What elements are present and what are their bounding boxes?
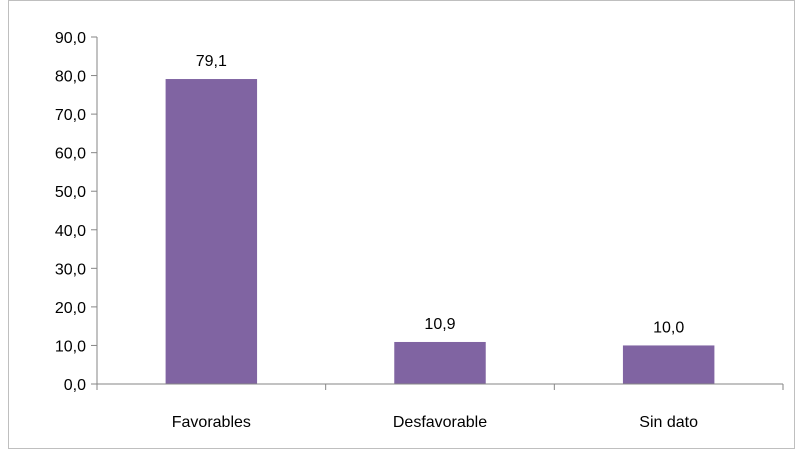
bar-favorables	[165, 79, 258, 384]
category-label: Favorables	[172, 414, 251, 431]
bar-desfavorable	[394, 341, 486, 384]
category-label: Sin dato	[639, 414, 698, 431]
y-tick-label: 0,0	[64, 377, 86, 394]
y-tick-label: 10,0	[55, 338, 86, 355]
category-label: Desfavorable	[393, 414, 487, 431]
y-axis-ticks: 0,0 10,0 20,0 30,0 40,0 50,0 60,0 70,0 80,0 90,0	[55, 30, 97, 394]
y-tick-label: 40,0	[55, 223, 86, 240]
data-label: 10,0	[653, 319, 684, 336]
y-tick-label: 90,0	[55, 30, 86, 47]
y-tick-label: 60,0	[55, 146, 86, 163]
bars: 79,1 10,9 10,0	[165, 53, 715, 384]
y-tick-label: 30,0	[55, 261, 86, 278]
y-tick-label: 20,0	[55, 300, 86, 317]
y-tick-label: 70,0	[55, 107, 86, 124]
data-label: 10,9	[424, 316, 455, 333]
y-tick-label: 50,0	[55, 184, 86, 201]
y-tick-label: 80,0	[55, 69, 86, 86]
bar-sin-dato	[622, 345, 715, 384]
x-axis-ticks: Favorables Desfavorable Sin dato	[96, 384, 784, 431]
data-label: 79,1	[196, 53, 227, 70]
